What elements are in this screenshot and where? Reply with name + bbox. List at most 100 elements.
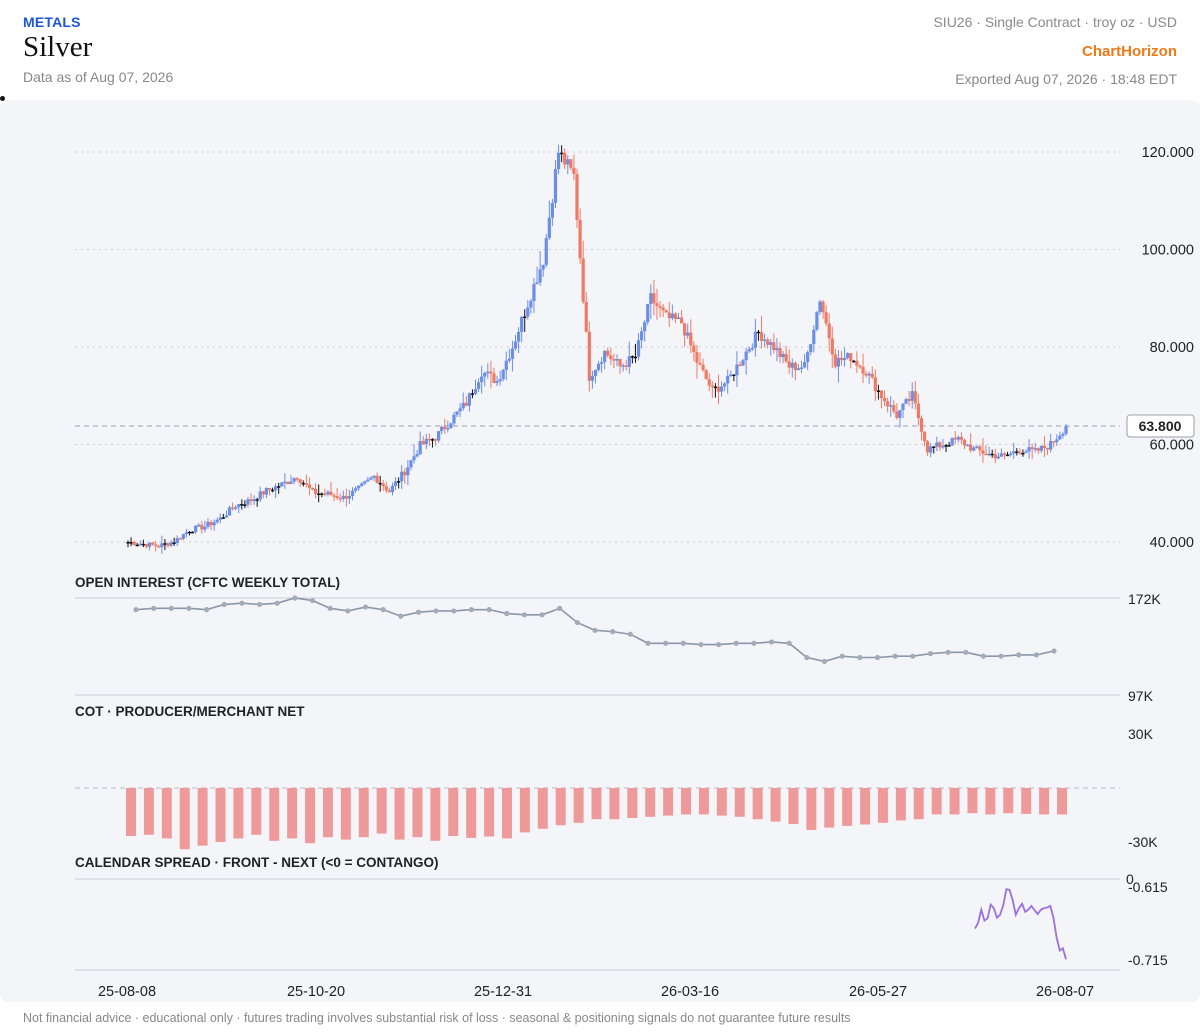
- candle-body: [673, 313, 678, 319]
- price-candle: [347, 489, 352, 505]
- price-candle: [999, 448, 1004, 458]
- cot-bar: [842, 788, 853, 826]
- price-candle: [501, 368, 505, 382]
- candle-body: [759, 332, 764, 341]
- candle-body: [993, 454, 997, 459]
- price-candle: [639, 327, 644, 349]
- price-candle: [987, 446, 991, 457]
- price-candle: [486, 363, 490, 379]
- candle-body: [440, 426, 444, 432]
- price-candle: [529, 298, 533, 314]
- candle-body: [243, 504, 247, 506]
- price-candle: [1045, 447, 1050, 456]
- price-candle: [1015, 448, 1019, 456]
- candle-body: [317, 493, 321, 496]
- price-candle: [270, 487, 275, 493]
- price-candle: [390, 482, 395, 496]
- oi-point: [910, 653, 916, 659]
- price-candle: [569, 158, 573, 171]
- oi-point: [963, 649, 969, 655]
- price-candle: [295, 477, 299, 482]
- candle-body: [409, 460, 413, 468]
- candle-body: [483, 372, 487, 377]
- price-candle: [360, 482, 364, 487]
- candle-body: [1036, 448, 1040, 451]
- candle-body: [277, 486, 281, 488]
- cot-bar: [627, 788, 638, 818]
- candle-body: [415, 454, 419, 457]
- price-candle: [658, 300, 662, 318]
- price-candle: [889, 396, 893, 417]
- candle-body: [667, 312, 671, 319]
- candle-body: [470, 393, 475, 395]
- cot-bar: [269, 788, 280, 841]
- candle-body: [366, 479, 370, 482]
- price-candle: [1030, 443, 1034, 459]
- price-candle: [667, 301, 671, 327]
- price-candle: [704, 368, 708, 380]
- oi-point: [345, 608, 351, 614]
- price-candle: [932, 446, 936, 454]
- price-candle: [553, 160, 558, 208]
- cot-bar: [716, 788, 727, 816]
- candle-body: [981, 450, 985, 454]
- oi-point: [804, 654, 810, 661]
- candle-body: [929, 446, 933, 453]
- cot-bar: [645, 788, 656, 817]
- candle-body: [587, 331, 591, 381]
- candle-body: [799, 367, 804, 369]
- price-candle: [132, 540, 136, 546]
- candle-body: [750, 347, 754, 350]
- price-candle: [701, 358, 705, 372]
- price-candle: [237, 503, 241, 514]
- candle-body: [412, 456, 416, 461]
- price-candle: [784, 345, 788, 364]
- spread-series-line: [974, 888, 1067, 960]
- oi-point: [574, 619, 580, 626]
- candle-body: [590, 376, 594, 381]
- candle-body: [513, 341, 518, 349]
- oi-point: [733, 640, 739, 646]
- candle-body: [870, 373, 874, 378]
- price-candle: [317, 484, 321, 503]
- candle-body: [956, 437, 960, 440]
- candle-body: [698, 362, 702, 365]
- candle-body: [941, 445, 945, 448]
- candle-body: [341, 495, 345, 499]
- oi-point: [151, 605, 157, 611]
- cot-bar: [877, 788, 888, 823]
- candle-body: [624, 365, 628, 367]
- cot-bar: [215, 788, 226, 842]
- price-candle: [809, 343, 813, 356]
- cot-bar: [698, 788, 709, 815]
- price-candle: [664, 309, 668, 313]
- price-candle: [144, 543, 149, 549]
- candle-body: [510, 348, 515, 359]
- candle-body: [289, 481, 293, 484]
- price-candle: [427, 433, 431, 446]
- candle-body: [550, 202, 555, 218]
- price-candle: [409, 459, 413, 471]
- price-candle: [689, 319, 693, 354]
- price-candle: [510, 340, 515, 372]
- candle-body: [172, 542, 176, 544]
- candle-body: [935, 442, 939, 447]
- oi-point: [539, 612, 545, 618]
- candle-body: [809, 344, 813, 353]
- cot-bar: [179, 788, 190, 850]
- price-candle: [596, 360, 601, 372]
- price-candle: [630, 355, 634, 364]
- cot-bar: [161, 788, 172, 839]
- price-candle: [661, 303, 665, 318]
- candle-body: [520, 317, 524, 332]
- brand-logo[interactable]: ChartHorizon: [1082, 43, 1177, 60]
- price-candle: [166, 542, 170, 548]
- price-candle: [393, 477, 398, 490]
- candle-body: [790, 362, 794, 368]
- candle-body: [735, 364, 739, 376]
- candle-body: [821, 301, 825, 313]
- price-candle: [753, 318, 757, 357]
- cot-bar: [734, 788, 745, 817]
- candle-body: [969, 444, 973, 451]
